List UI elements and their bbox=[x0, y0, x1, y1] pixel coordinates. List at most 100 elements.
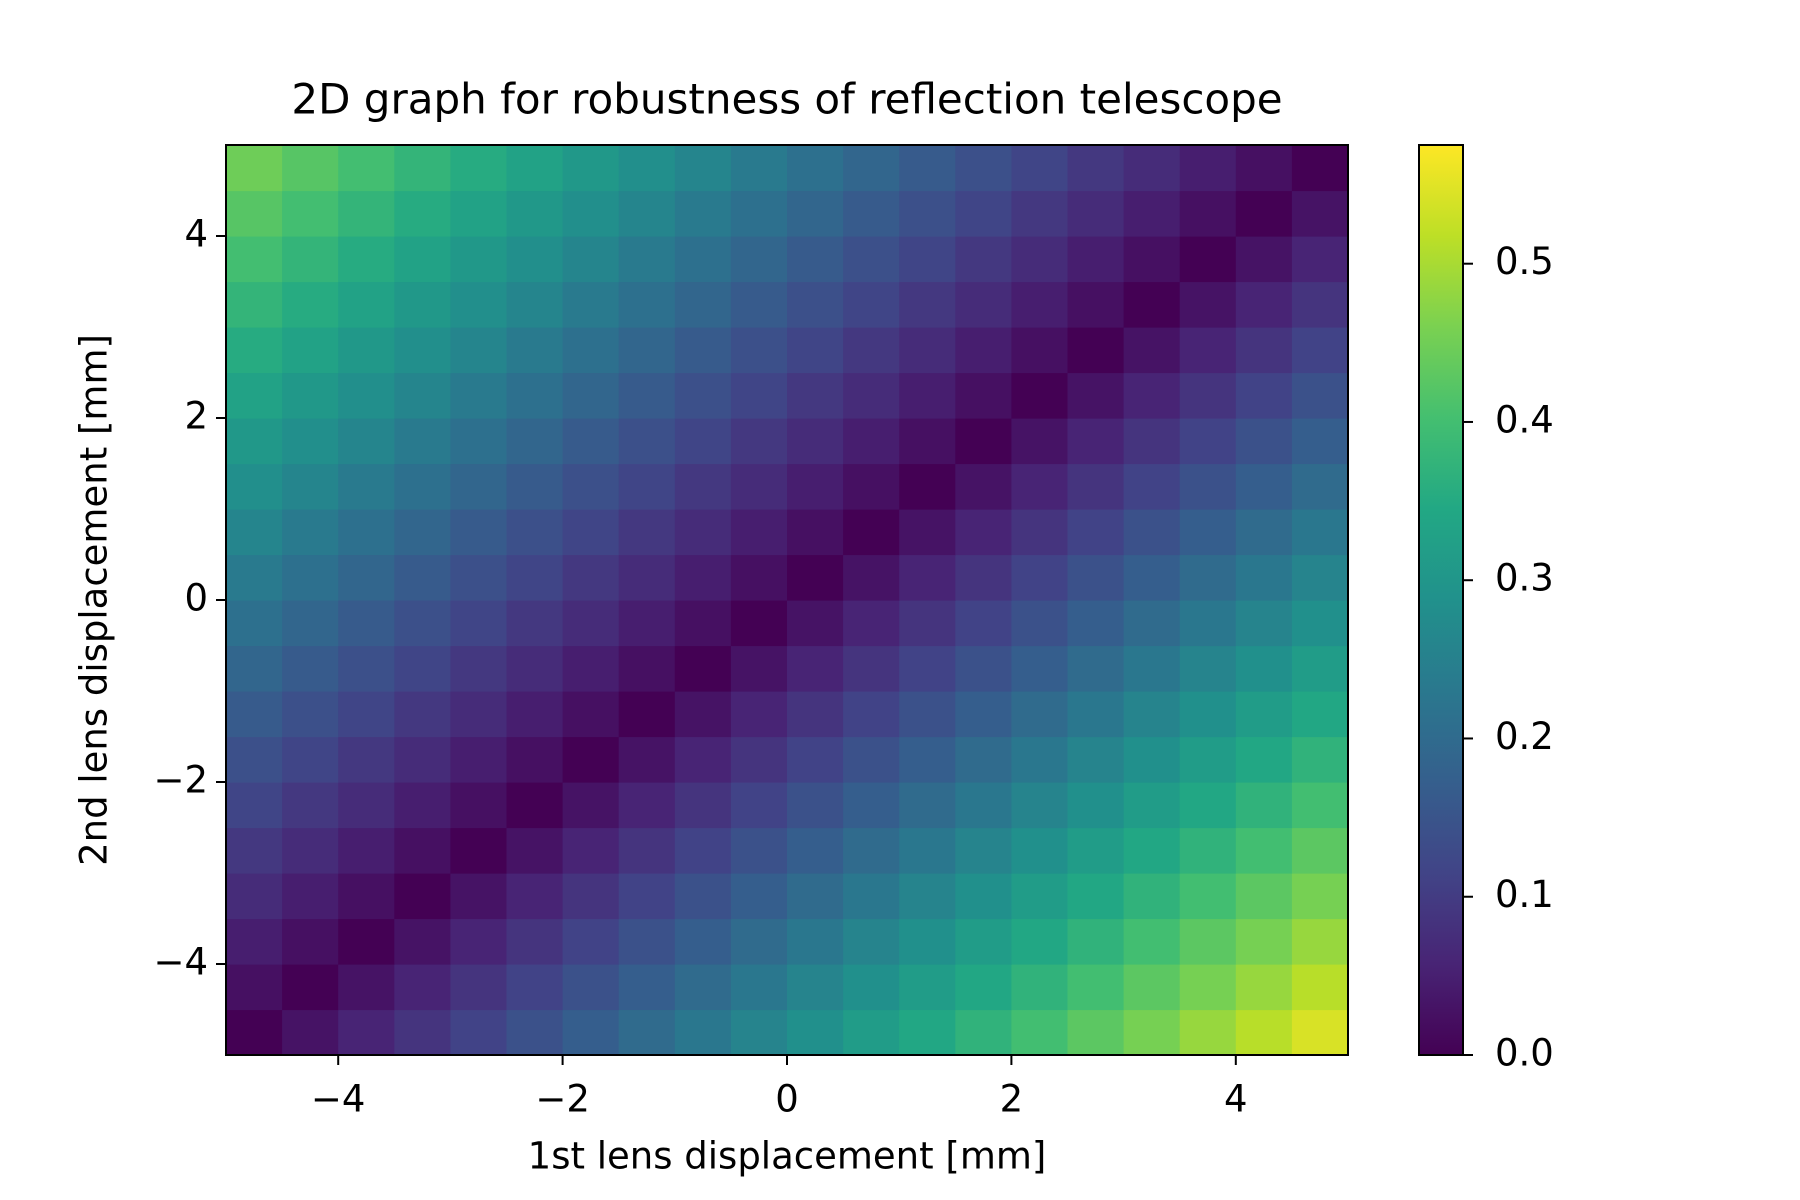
heatmap-cell bbox=[1235, 736, 1293, 783]
heatmap-cell bbox=[338, 873, 395, 920]
heatmap-cell bbox=[1179, 372, 1237, 419]
heatmap-cell bbox=[955, 554, 1012, 601]
x-tick-label: −2 bbox=[535, 1078, 590, 1121]
heatmap-cell bbox=[282, 873, 339, 920]
heatmap-cell bbox=[1011, 918, 1069, 965]
heatmap-cell bbox=[730, 691, 788, 738]
heatmap-cell bbox=[338, 736, 395, 783]
heatmap-cell bbox=[394, 463, 451, 510]
heatmap-cell bbox=[282, 827, 339, 874]
heatmap-cell bbox=[787, 418, 844, 465]
heatmap-cell bbox=[562, 509, 620, 556]
heatmap-cell bbox=[1235, 281, 1293, 328]
heatmap-cell bbox=[394, 782, 451, 829]
heatmap-cell bbox=[674, 964, 732, 1011]
heatmap-cell bbox=[899, 327, 956, 374]
heatmap-cell bbox=[338, 827, 395, 874]
heatmap-cell bbox=[338, 372, 395, 419]
heatmap-cell bbox=[787, 236, 844, 283]
heatmap-cell bbox=[1235, 600, 1293, 647]
heatmap-cell bbox=[618, 782, 676, 829]
heatmap-cell bbox=[450, 600, 508, 647]
heatmap-cell bbox=[506, 1009, 564, 1056]
heatmap-cell bbox=[955, 827, 1012, 874]
heatmap-cell bbox=[562, 281, 620, 328]
heatmap-cell bbox=[338, 236, 395, 283]
heatmap-cell bbox=[282, 327, 339, 374]
heatmap-cell bbox=[394, 418, 451, 465]
heatmap-cell bbox=[730, 145, 788, 192]
heatmap-cell bbox=[1011, 736, 1069, 783]
heatmap-cell bbox=[338, 691, 395, 738]
heatmap-cell bbox=[843, 782, 900, 829]
heatmap-cell bbox=[1235, 782, 1293, 829]
heatmap-cell bbox=[618, 1009, 676, 1056]
heatmap-cell bbox=[843, 281, 900, 328]
heatmap-cell bbox=[506, 554, 564, 601]
heatmap-cell bbox=[955, 782, 1012, 829]
heatmap-cell bbox=[1235, 327, 1293, 374]
heatmap-cell bbox=[1179, 145, 1237, 192]
heatmap-cell bbox=[282, 645, 339, 692]
heatmap-cell bbox=[899, 190, 956, 237]
heatmap-cell bbox=[394, 327, 451, 374]
y-tick-label: 4 bbox=[184, 213, 208, 256]
heatmap-cell bbox=[338, 190, 395, 237]
heatmap-cell bbox=[1123, 645, 1181, 692]
heatmap-cell bbox=[506, 691, 564, 738]
heatmap-cell bbox=[1291, 554, 1349, 601]
heatmap-cell bbox=[730, 190, 788, 237]
heatmap-cell bbox=[450, 782, 508, 829]
heatmap-cell bbox=[394, 1009, 451, 1056]
heatmap-cell bbox=[1179, 190, 1237, 237]
heatmap-cell bbox=[506, 600, 564, 647]
heatmap-cell bbox=[955, 190, 1012, 237]
heatmap-cell bbox=[282, 964, 339, 1011]
heatmap-cell bbox=[506, 873, 564, 920]
heatmap-cell bbox=[1291, 236, 1349, 283]
heatmap-cell bbox=[787, 645, 844, 692]
heatmap-cell bbox=[450, 418, 508, 465]
heatmap-cell bbox=[1291, 645, 1349, 692]
heatmap-cell bbox=[1179, 1009, 1237, 1056]
heatmap-cell bbox=[730, 509, 788, 556]
heatmap-cell bbox=[282, 418, 339, 465]
heatmap-cell bbox=[1179, 736, 1237, 783]
heatmap-cell bbox=[562, 918, 620, 965]
heatmap-cell bbox=[955, 691, 1012, 738]
heatmap-cell bbox=[955, 145, 1012, 192]
heatmap-cell bbox=[787, 372, 844, 419]
heatmap-cell bbox=[226, 236, 283, 283]
heatmap-cell bbox=[506, 145, 564, 192]
heatmap-cell bbox=[1291, 600, 1349, 647]
heatmap-cell bbox=[338, 918, 395, 965]
heatmap-cell bbox=[1011, 145, 1069, 192]
heatmap-cell bbox=[899, 691, 956, 738]
heatmap-cell bbox=[1291, 827, 1349, 874]
heatmap-cell bbox=[226, 1009, 283, 1056]
heatmap-cell bbox=[1067, 918, 1125, 965]
heatmap-cell bbox=[899, 600, 956, 647]
heatmap-cell bbox=[1067, 964, 1125, 1011]
heatmap-cell bbox=[787, 600, 844, 647]
heatmap-cell bbox=[1123, 145, 1181, 192]
heatmap-cell bbox=[899, 281, 956, 328]
heatmap-cell bbox=[450, 964, 508, 1011]
heatmap-cell bbox=[843, 372, 900, 419]
heatmap-cell bbox=[506, 327, 564, 374]
heatmap-cell bbox=[282, 691, 339, 738]
heatmap-cell bbox=[955, 372, 1012, 419]
heatmap-cell bbox=[674, 782, 732, 829]
heatmap-cell bbox=[1235, 236, 1293, 283]
heatmap-cell bbox=[1291, 918, 1349, 965]
heatmap-cell bbox=[674, 918, 732, 965]
heatmap-cell bbox=[843, 327, 900, 374]
heatmap-cell bbox=[450, 281, 508, 328]
heatmap-cell bbox=[338, 145, 395, 192]
heatmap-cell bbox=[394, 554, 451, 601]
heatmap-cell bbox=[1067, 145, 1125, 192]
heatmap-cell bbox=[226, 782, 283, 829]
heatmap-cell bbox=[787, 918, 844, 965]
heatmap-cell bbox=[1123, 782, 1181, 829]
